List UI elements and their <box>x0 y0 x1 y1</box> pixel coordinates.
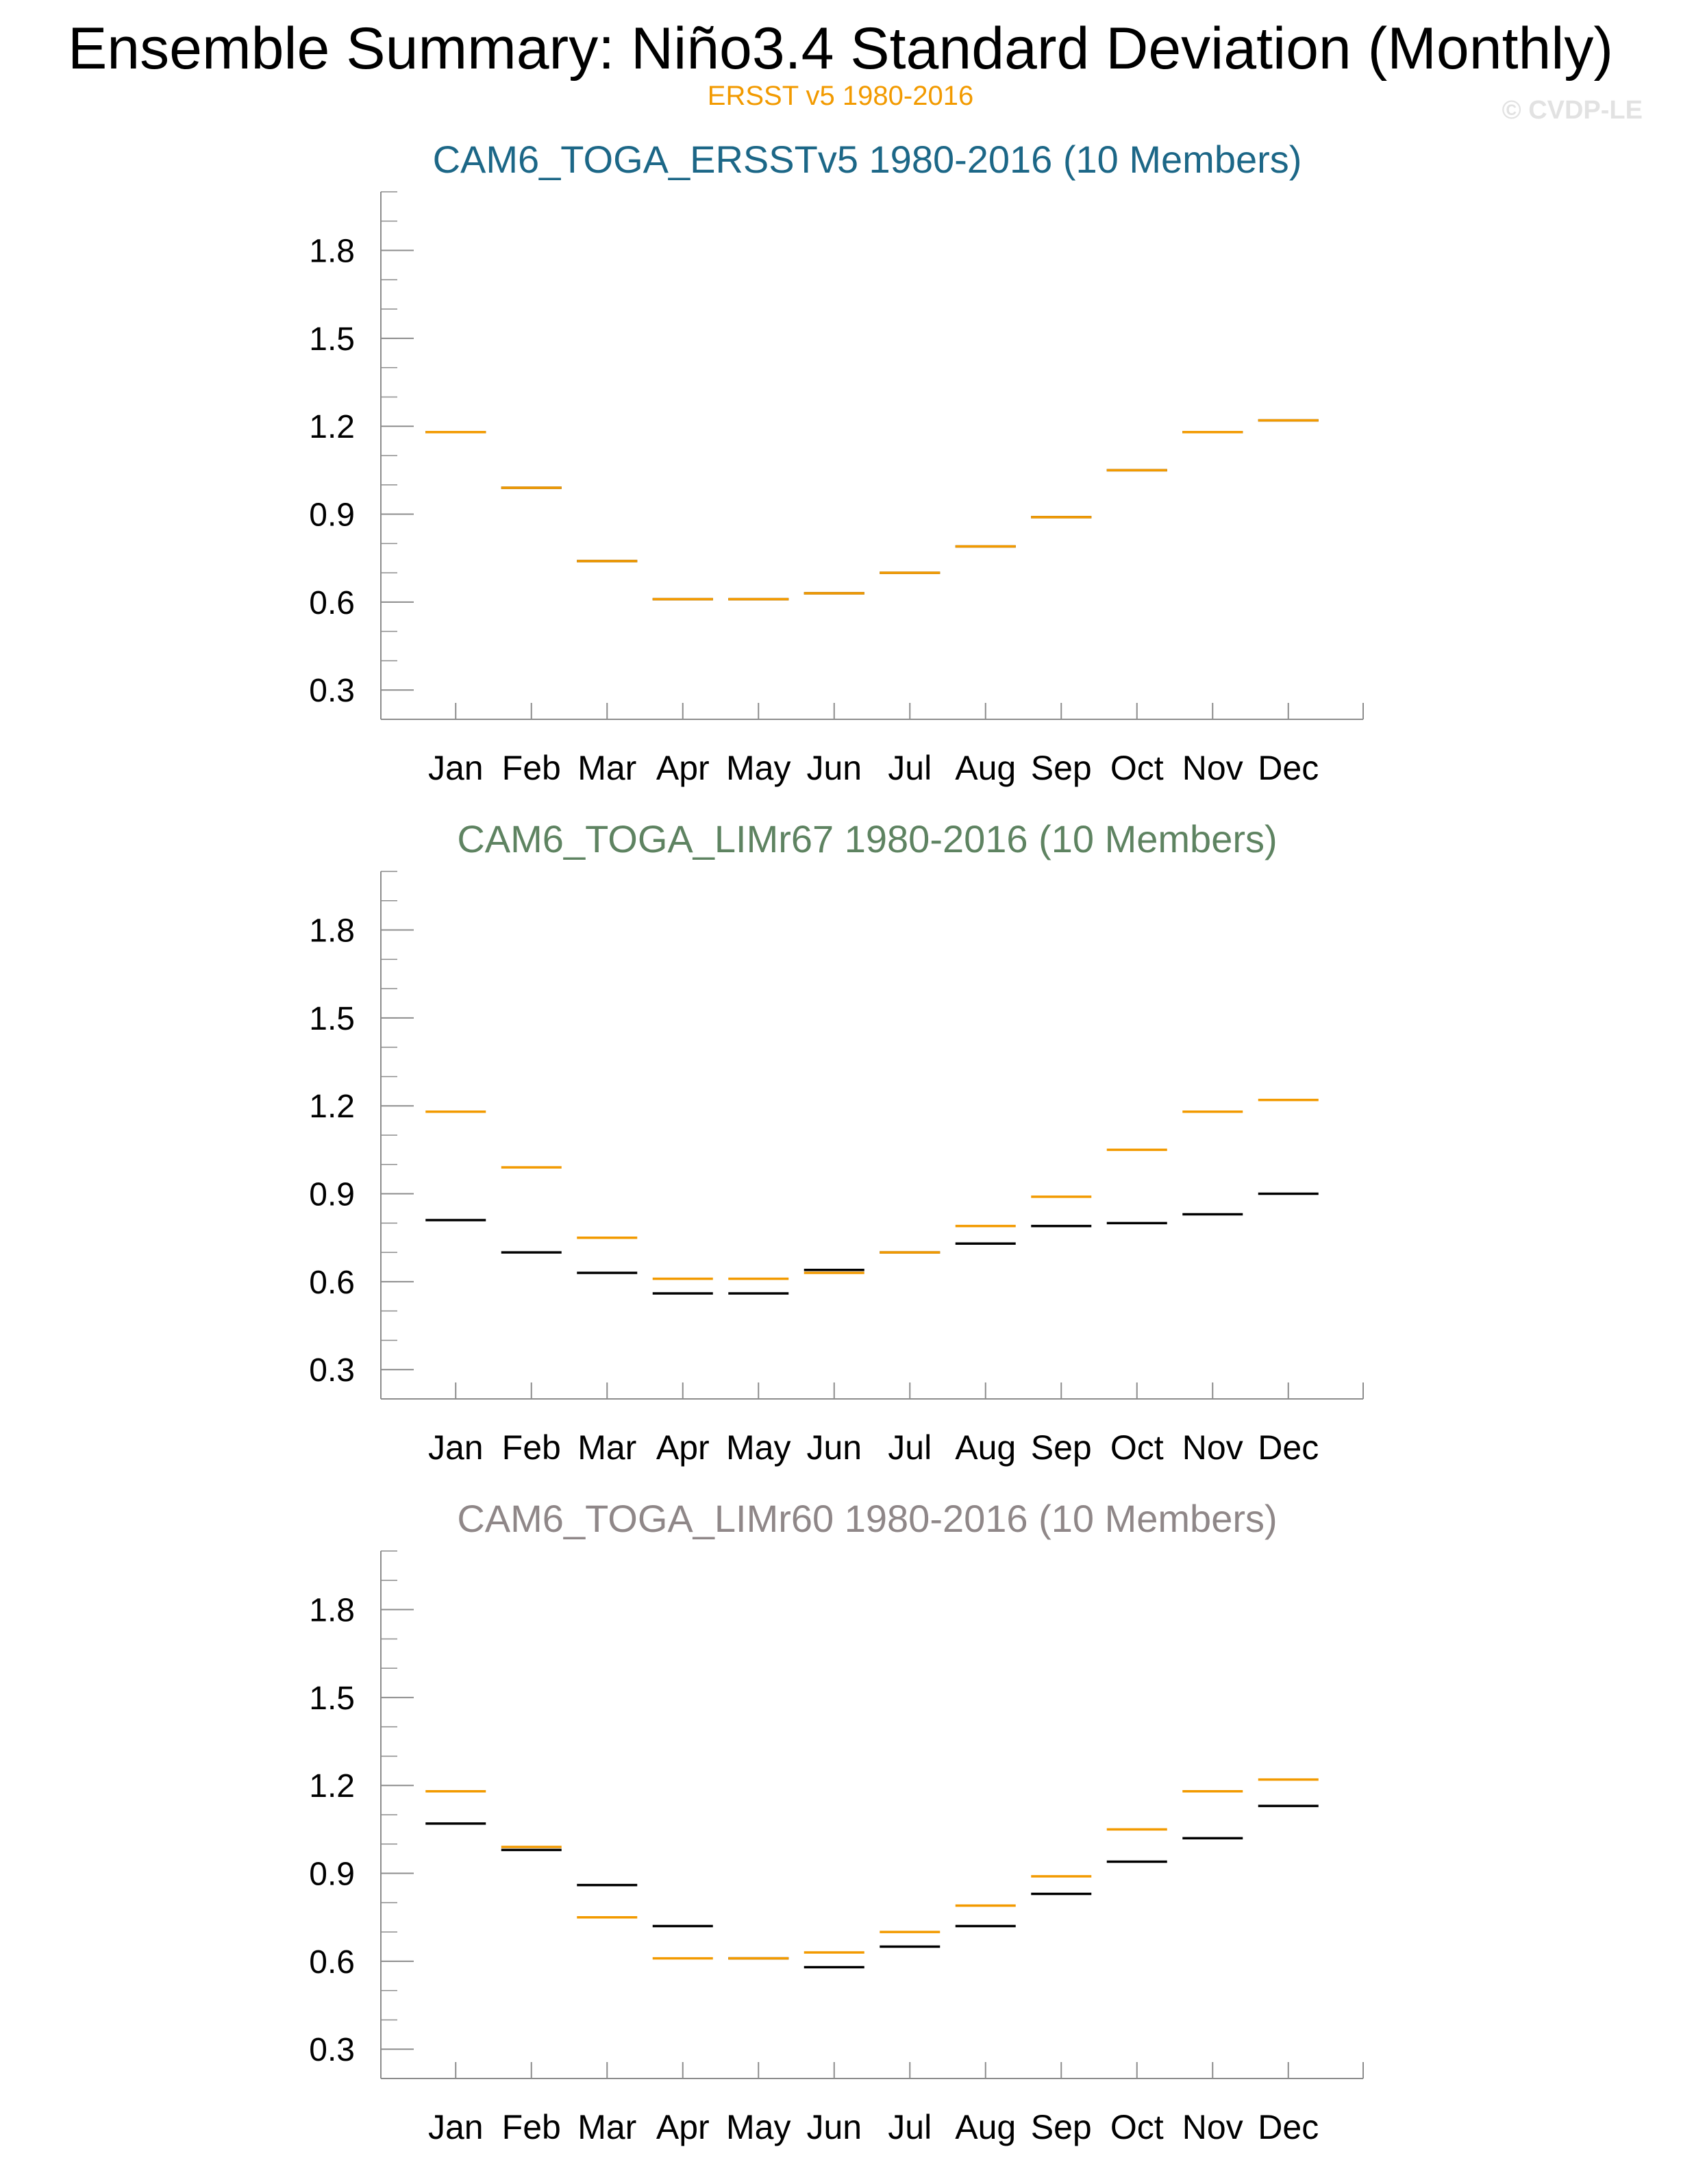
x-tick-label: Apr <box>656 1428 710 1467</box>
x-tick-label: Jun <box>806 1428 862 1467</box>
x-tick-label: Jul <box>888 749 932 787</box>
x-tick-label: Aug <box>955 2108 1016 2146</box>
x-tick-label: Mar <box>577 749 636 787</box>
subtitle-observations: ERSST v5 1980-2016 <box>707 81 974 111</box>
x-tick-label: Feb <box>502 2108 561 2146</box>
x-tick-label: Jul <box>888 2108 932 2146</box>
copyright-watermark: © CVDP-LE <box>1502 96 1643 125</box>
x-tick-label: Mar <box>577 2108 636 2146</box>
y-tick-label: 0.3 <box>309 1352 355 1389</box>
y-tick-label: 1.5 <box>309 1680 355 1717</box>
x-tick-label: Sep <box>1031 2108 1092 2146</box>
x-tick-label: Aug <box>955 749 1016 787</box>
y-tick-label: 0.9 <box>309 1857 355 1893</box>
x-tick-label: Oct <box>1110 749 1164 787</box>
x-tick-label: Dec <box>1258 749 1319 787</box>
x-tick-label: Sep <box>1031 1428 1092 1467</box>
x-tick-label: May <box>726 749 790 787</box>
y-tick-label: 0.6 <box>309 1265 355 1301</box>
y-tick-label: 0.6 <box>309 1944 355 1981</box>
chart-limr60-panel: CAM6_TOGA_LIMr60 1980-2016 (10 Members) 0… <box>309 1497 1364 2146</box>
x-tick-label: Jan <box>428 749 484 787</box>
y-tick-label: 1.5 <box>309 321 355 358</box>
x-tick-label: Dec <box>1258 2108 1319 2146</box>
x-tick-label: Jan <box>428 1428 484 1467</box>
x-tick-label: Jan <box>428 2108 484 2146</box>
x-tick-label: Aug <box>955 1428 1016 1467</box>
x-tick-label: Oct <box>1110 1428 1164 1467</box>
x-tick-label: Jun <box>806 2108 862 2146</box>
chart-title: CAM6_TOGA_LIMr67 1980-2016 (10 Members) <box>457 817 1277 860</box>
x-tick-label: Feb <box>502 749 561 787</box>
x-tick-label: May <box>726 1428 790 1467</box>
page-title: Ensemble Summary: Niño3.4 Standard Devia… <box>67 16 1614 82</box>
y-tick-label: 1.8 <box>309 1593 355 1629</box>
y-tick-label: 1.8 <box>309 913 355 950</box>
y-tick-label: 0.6 <box>309 585 355 621</box>
y-tick-label: 1.2 <box>309 1089 355 1125</box>
y-tick-label: 0.9 <box>309 497 355 534</box>
y-tick-label: 0.9 <box>309 1177 355 1213</box>
chart-title: CAM6_TOGA_LIMr60 1980-2016 (10 Members) <box>457 1497 1277 1540</box>
y-tick-label: 1.2 <box>309 1768 355 1804</box>
y-tick-label: 1.5 <box>309 1001 355 1037</box>
x-tick-label: Apr <box>656 2108 710 2146</box>
y-tick-label: 1.2 <box>309 409 355 445</box>
x-tick-label: Apr <box>656 749 710 787</box>
x-tick-label: Jun <box>806 749 862 787</box>
x-tick-label: Nov <box>1182 749 1243 787</box>
x-tick-label: Dec <box>1258 1428 1319 1467</box>
y-tick-label: 1.8 <box>309 234 355 270</box>
x-tick-label: May <box>726 2108 790 2146</box>
x-tick-label: Feb <box>502 1428 561 1467</box>
chart-title: CAM6_TOGA_ERSSTv5 1980-2016 (10 Members) <box>433 138 1302 181</box>
y-tick-label: 0.3 <box>309 2032 355 2068</box>
y-tick-label: 0.3 <box>309 673 355 709</box>
x-tick-label: Jul <box>888 1428 932 1467</box>
x-tick-label: Sep <box>1031 749 1092 787</box>
x-tick-label: Nov <box>1182 2108 1243 2146</box>
x-tick-label: Mar <box>577 1428 636 1467</box>
x-tick-label: Nov <box>1182 1428 1243 1467</box>
chart-limr67-panel: CAM6_TOGA_LIMr67 1980-2016 (10 Members) 0… <box>309 817 1364 1467</box>
chart-ersstv5-panel: CAM6_TOGA_ERSSTv5 1980-2016 (10 Members)… <box>309 138 1364 787</box>
x-tick-label: Oct <box>1110 2108 1164 2146</box>
